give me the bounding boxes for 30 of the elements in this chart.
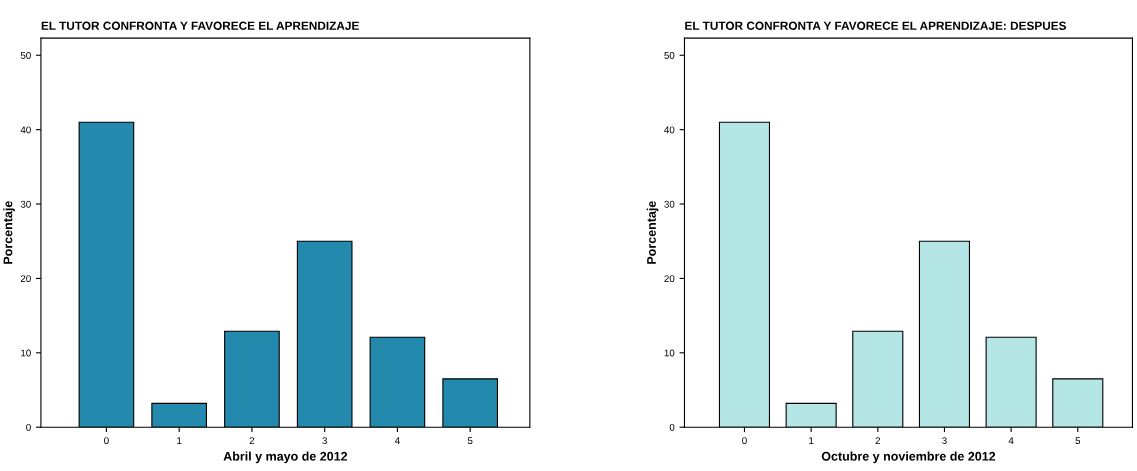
x-tick-label: 2: [249, 437, 255, 444]
y-tick-label: 0: [669, 423, 675, 431]
x-axis-title: Abril y mayo de 2012: [223, 451, 348, 464]
y-axis-title: Porcentaje: [3, 201, 15, 264]
x-tick-label: 1: [809, 437, 814, 444]
y-tick-label: 50: [20, 51, 31, 59]
y-tick-label: 30: [20, 200, 31, 208]
x-tick-label: 2: [875, 437, 881, 444]
y-tick-label: 10: [664, 349, 675, 357]
y-tick-label: 20: [664, 275, 675, 283]
x-axis-title: Octubre y noviembre de 2012: [821, 451, 996, 464]
chart-title: EL TUTOR CONFRONTA Y FAVORECE EL APRENDIZAJE: [41, 21, 359, 30]
x-tick-label: 0: [742, 437, 747, 445]
x-tick-label: 0: [104, 437, 109, 445]
x-tick-label: 1: [177, 437, 182, 444]
x-tick-label: 3: [942, 437, 947, 445]
x-tick-label: 5: [1075, 437, 1081, 445]
y-tick-label: 10: [21, 349, 31, 357]
x-tick-label: 4: [1008, 437, 1014, 444]
y-tick-label: 20: [20, 275, 31, 283]
x-tick-label: 4: [394, 437, 400, 444]
y-tick-label: 50: [664, 51, 675, 59]
chart-title: EL TUTOR CONFRONTA Y FAVORECE EL APRENDIZAJE: DESPUES: [685, 21, 1067, 30]
y-tick-label: 30: [664, 200, 675, 208]
x-tick-label: 3: [322, 437, 327, 445]
y-axis-title: Porcentaje: [646, 201, 659, 264]
x-tick-label: 5: [467, 437, 473, 445]
y-tick-label: 40: [664, 126, 675, 134]
y-tick-label: 0: [26, 423, 31, 431]
y-tick-label: 40: [20, 126, 31, 134]
